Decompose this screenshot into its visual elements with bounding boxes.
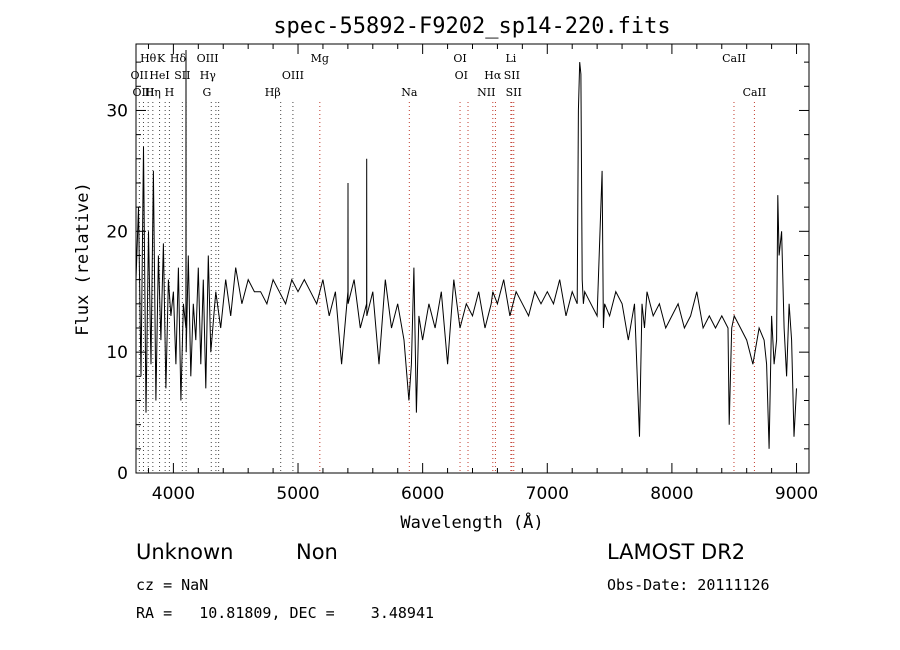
chart-title: spec-55892-F9202_sp14-220.fits bbox=[273, 14, 670, 39]
line-label-23: SII bbox=[506, 86, 522, 99]
x-tick-label-3: 7000 bbox=[526, 484, 569, 504]
flux-line-0 bbox=[135, 49, 797, 449]
line-label-10: SII bbox=[174, 69, 190, 82]
line-label-14: Hα bbox=[484, 69, 502, 82]
plot-frame bbox=[135, 43, 810, 474]
subclass-label: Non bbox=[296, 540, 338, 564]
spectral-line-markers bbox=[138, 102, 755, 473]
class-label: Unknown bbox=[136, 540, 234, 564]
y-tick-label-1: 10 bbox=[106, 343, 128, 363]
line-label-15: SII bbox=[504, 69, 520, 82]
line-label-20: Hβ bbox=[265, 86, 281, 99]
survey-label: LAMOST DR2 bbox=[607, 540, 746, 564]
line-label-6: Li bbox=[505, 52, 516, 65]
x-tick-label-5: 9000 bbox=[775, 484, 818, 504]
line-label-2: Hδ bbox=[170, 52, 187, 65]
line-label-7: CaII bbox=[722, 52, 746, 65]
line-label-16: OIII bbox=[132, 86, 154, 99]
line-label-21: Na bbox=[401, 86, 418, 99]
cz-value: cz = NaN bbox=[136, 576, 209, 594]
line-label-11: Hγ bbox=[200, 69, 217, 82]
line-label-17: Hη bbox=[145, 86, 161, 99]
line-label-24: CaII bbox=[743, 86, 767, 99]
line-label-4: Mg bbox=[311, 52, 329, 65]
x-tick-label-0: 4000 bbox=[152, 484, 195, 504]
x-tick-label-4: 8000 bbox=[650, 484, 693, 504]
line-label-3: OIII bbox=[197, 52, 219, 65]
line-label-18: H bbox=[165, 86, 175, 99]
y-tick-label-0: 0 bbox=[117, 464, 128, 484]
y-tick-label-3: 30 bbox=[106, 101, 128, 121]
obs-date: Obs-Date: 20111126 bbox=[607, 576, 770, 594]
flux-series bbox=[135, 49, 797, 449]
y-axis-label: Flux (relative) bbox=[73, 182, 93, 336]
line-label-22: NII bbox=[477, 86, 495, 99]
line-label-1: K bbox=[157, 52, 166, 65]
x-tick-label-2: 6000 bbox=[401, 484, 444, 504]
line-label-13: OI bbox=[455, 69, 468, 82]
line-label-9: HeI bbox=[149, 69, 169, 82]
y-tick-label-2: 20 bbox=[106, 222, 128, 242]
ra-dec-coordinates: RA = 10.81809, DEC = 3.48941 bbox=[136, 604, 435, 622]
x-axis-label: Wavelength (Å) bbox=[400, 511, 543, 533]
line-label-12: OIII bbox=[282, 69, 304, 82]
line-label-8: OII bbox=[131, 69, 149, 82]
axes: 4000 5000 6000 7000 8000 9000 0 10 20 30 bbox=[106, 44, 818, 504]
line-label-19: G bbox=[202, 86, 211, 99]
line-label-0: Hθ bbox=[140, 52, 157, 65]
line-label-5: OI bbox=[453, 52, 466, 65]
x-tick-label-1: 5000 bbox=[276, 484, 319, 504]
